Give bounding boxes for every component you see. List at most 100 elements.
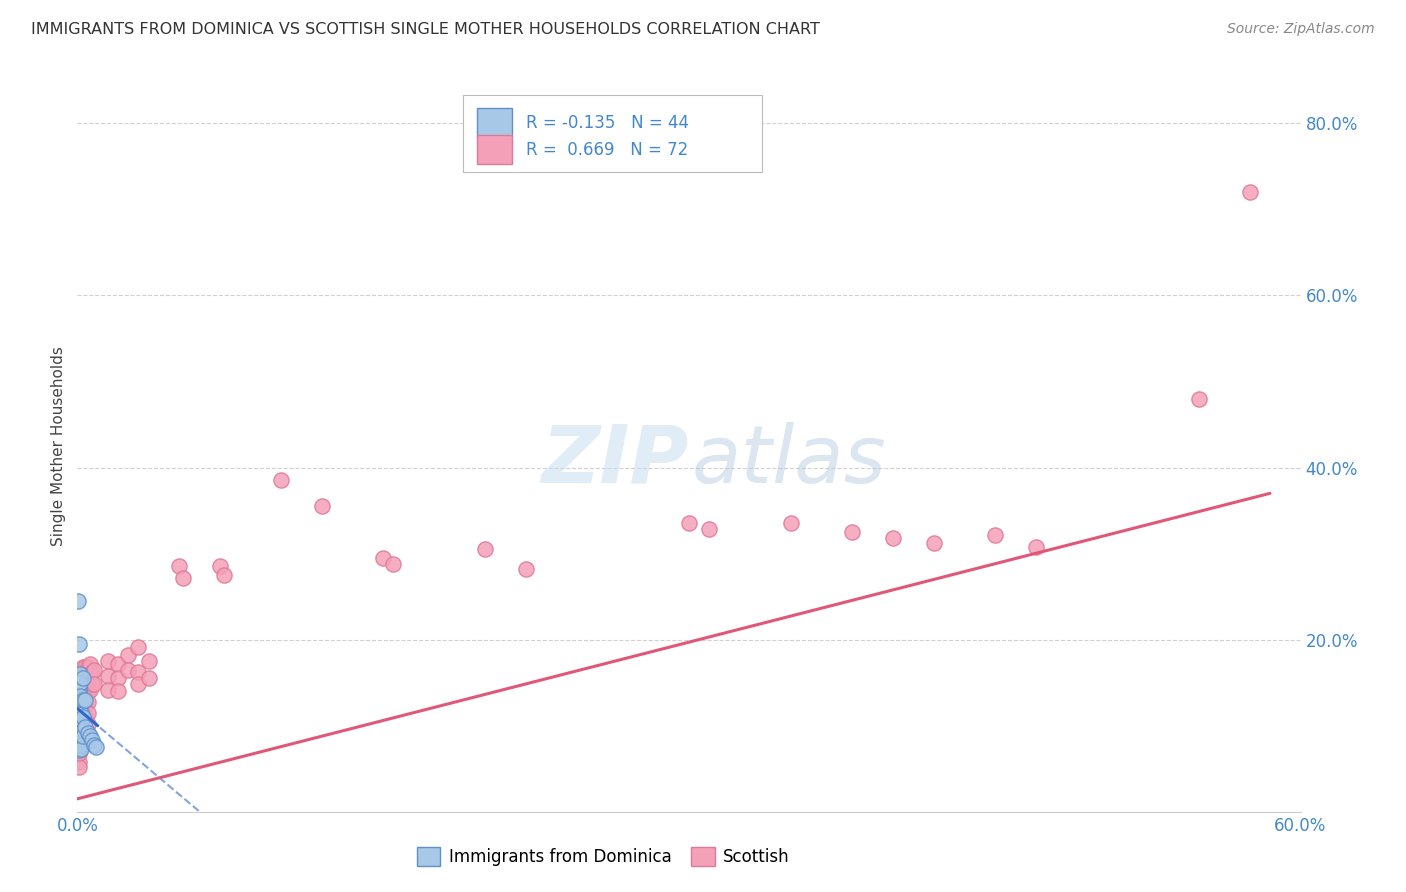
Point — [67, 725, 90, 739]
Point — [1024, 540, 1046, 554]
Point — [67, 671, 90, 685]
Point — [97, 669, 120, 683]
Point — [67, 755, 90, 769]
Point — [67, 706, 90, 720]
Point — [75, 693, 97, 707]
FancyBboxPatch shape — [463, 95, 762, 171]
Point — [72, 686, 94, 700]
Point — [841, 524, 863, 539]
Point — [76, 717, 98, 731]
Point — [79, 682, 101, 697]
Point — [67, 738, 90, 752]
Point — [70, 714, 93, 729]
Point — [72, 703, 94, 717]
Point — [127, 640, 149, 654]
Bar — [477, 108, 512, 137]
Point — [67, 693, 90, 707]
Point — [70, 697, 93, 711]
Point — [70, 712, 93, 726]
Point — [127, 677, 149, 691]
Point — [882, 531, 904, 545]
Point — [70, 729, 93, 743]
Point — [72, 734, 94, 748]
Point — [169, 559, 191, 574]
Point — [67, 729, 90, 743]
Point — [76, 695, 98, 709]
Point — [70, 742, 93, 756]
Point — [138, 654, 160, 668]
Point — [70, 706, 93, 720]
Point — [70, 733, 93, 747]
Text: ZIP: ZIP — [541, 422, 689, 500]
Point — [67, 743, 90, 757]
Text: R = -0.135   N = 44: R = -0.135 N = 44 — [526, 113, 689, 132]
Point — [127, 665, 149, 680]
Point — [67, 680, 90, 694]
Point — [67, 594, 90, 608]
Point — [67, 736, 90, 750]
Point — [1187, 392, 1209, 406]
Point — [83, 663, 105, 677]
Point — [208, 559, 231, 574]
Point — [70, 697, 93, 711]
Point — [76, 706, 98, 720]
Point — [382, 557, 405, 571]
Point — [70, 720, 93, 734]
Point — [67, 637, 90, 651]
Point — [67, 738, 90, 752]
Point — [70, 689, 93, 703]
Point — [83, 677, 105, 691]
Point — [72, 710, 94, 724]
Point — [83, 738, 105, 752]
Point — [70, 677, 93, 691]
Point — [72, 693, 94, 707]
Point — [515, 562, 537, 576]
Point — [70, 725, 93, 739]
Point — [779, 516, 801, 531]
Point — [67, 725, 90, 739]
Point — [72, 695, 94, 709]
Point — [69, 667, 91, 681]
Point — [72, 723, 94, 737]
Point — [80, 733, 103, 747]
Text: R =  0.669   N = 72: R = 0.669 N = 72 — [526, 141, 689, 159]
Point — [70, 738, 93, 752]
Point — [107, 657, 129, 671]
Point — [76, 684, 98, 698]
Point — [70, 682, 93, 697]
Point — [75, 708, 97, 723]
Point — [79, 669, 101, 683]
Point — [76, 725, 98, 739]
Point — [70, 706, 93, 720]
Point — [138, 671, 160, 685]
Point — [75, 720, 97, 734]
Point — [72, 660, 94, 674]
Legend: Immigrants from Dominica, Scottish: Immigrants from Dominica, Scottish — [411, 840, 796, 873]
Point — [80, 665, 103, 680]
Point — [69, 689, 91, 703]
Point — [117, 663, 139, 677]
Point — [67, 710, 90, 724]
Point — [270, 474, 292, 488]
Point — [67, 746, 90, 760]
Point — [67, 714, 90, 729]
Point — [172, 571, 194, 585]
Point — [1239, 185, 1261, 199]
Point — [67, 740, 90, 755]
Text: IMMIGRANTS FROM DOMINICA VS SCOTTISH SINGLE MOTHER HOUSEHOLDS CORRELATION CHART: IMMIGRANTS FROM DOMINICA VS SCOTTISH SIN… — [31, 22, 820, 37]
Point — [67, 743, 90, 757]
Bar — [477, 136, 512, 164]
Point — [72, 729, 94, 743]
Point — [67, 684, 90, 698]
Point — [84, 740, 107, 755]
Text: Source: ZipAtlas.com: Source: ZipAtlas.com — [1227, 22, 1375, 37]
Point — [67, 734, 90, 748]
Point — [72, 677, 94, 691]
Point — [75, 697, 97, 711]
Point — [699, 523, 721, 537]
Point — [67, 760, 90, 774]
Point — [97, 654, 120, 668]
Point — [72, 712, 94, 726]
Point — [97, 682, 120, 697]
Point — [79, 729, 101, 743]
